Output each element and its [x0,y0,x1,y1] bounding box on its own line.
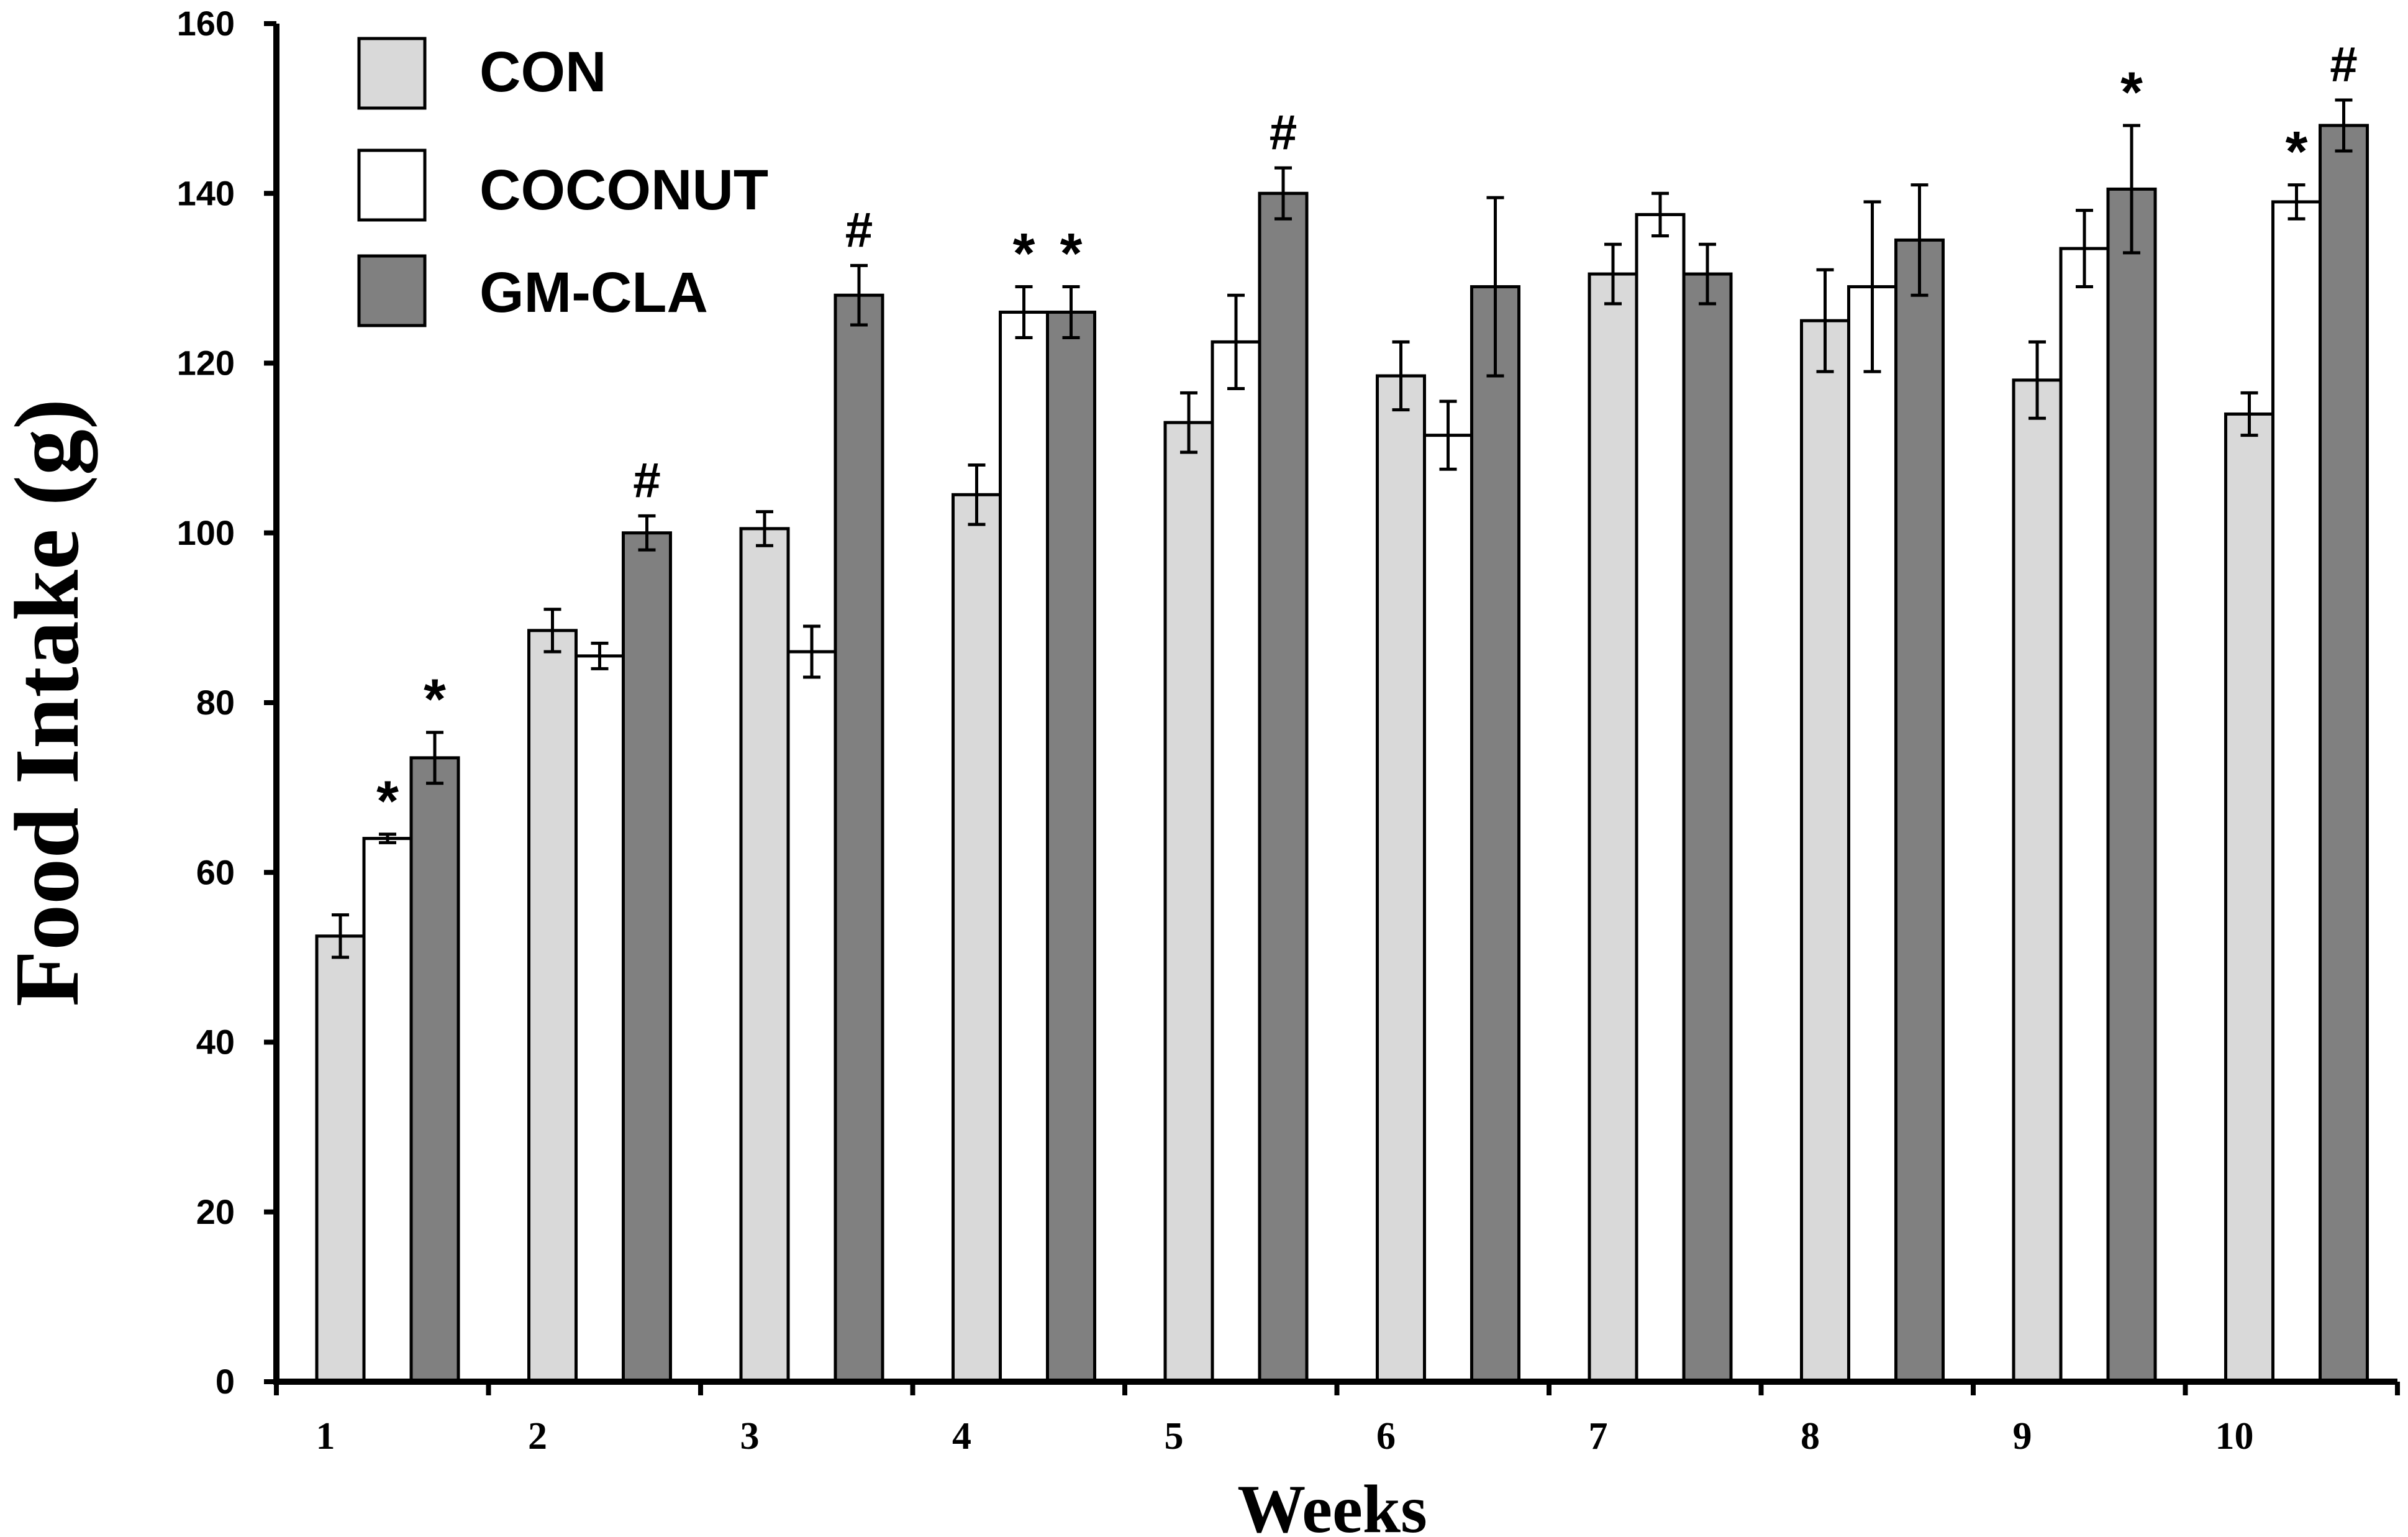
bar-con-week-3 [739,527,790,1384]
x-tick-label-week-1: 1 [316,1415,335,1457]
legend-swatch-gm-cla [357,254,427,327]
x-tick-label-week-6: 6 [1376,1415,1396,1457]
significance-marker-gm-cla-week-4: * [1060,222,1083,286]
bar-coconut-week-7 [1635,212,1686,1384]
legend-label-gm-cla: GM-CLA [479,261,708,324]
bar-con-week-5 [1163,421,1214,1384]
x-tick-label-week-3: 3 [740,1415,760,1457]
significance-marker-gm-cla-week-5: # [1270,104,1297,160]
bar-con-week-10 [2224,412,2274,1384]
x-tick-label-week-8: 8 [1801,1415,1820,1457]
bar-con-week-9 [2012,378,2063,1384]
bar-con-week-1 [315,934,366,1384]
bar-gm-cla-week-3 [834,293,884,1384]
legend: CON COCONUT GM-CLA [357,37,768,327]
y-tick-label-140: 140 [177,173,235,212]
legend-label-coconut: COCONUT [479,158,768,222]
significance-markers: * * # # * * # * * # [376,37,2358,833]
significance-marker-coconut-week-4: * [1013,222,1035,286]
bar-gm-cla-week-10 [2319,124,2369,1384]
y-tick-label-80: 80 [196,683,235,722]
x-tick-label-week-7: 7 [1589,1415,1608,1457]
bar-coconut-week-3 [786,650,837,1384]
y-tick-label-100: 100 [177,513,235,552]
x-tick-label-week-9: 9 [2013,1415,2032,1457]
x-axis-title: Weeks [1237,1471,1427,1537]
y-tick-label-40: 40 [196,1023,235,1062]
bar-coconut-week-4 [999,311,1049,1384]
significance-marker-gm-cla-week-10: # [2330,37,2358,92]
bar-gm-cla-week-2 [622,531,672,1384]
y-tick-label-60: 60 [196,852,235,892]
significance-marker-coconut-week-10: * [2286,121,2308,184]
bar-gm-cla-week-7 [1682,272,1733,1384]
significance-marker-coconut-week-1: * [376,770,399,833]
bar-coconut-week-8 [1847,285,1897,1384]
bar-gm-cla-week-9 [2106,187,2157,1384]
y-axis-title: Food Intake (g) [0,399,98,1006]
error-bars [332,98,2353,959]
bar-gm-cla-week-1 [409,756,460,1384]
bar-coconut-week-6 [1423,434,1473,1384]
x-tick-label-week-5: 5 [1165,1415,1184,1457]
y-tick-label-120: 120 [177,344,235,383]
x-ticks: 1 2 3 4 5 6 7 8 9 10 [274,1382,2400,1457]
bar-coconut-week-10 [2271,200,2322,1384]
y-tick-label-20: 20 [196,1192,235,1231]
bar-con-week-8 [1800,319,1850,1384]
x-tick-label-week-2: 2 [528,1415,547,1457]
legend-label-con: CON [479,40,606,104]
bar-coconut-week-1 [362,837,413,1384]
bar-con-week-6 [1376,374,1426,1384]
legend-swatch-coconut [357,148,427,222]
y-tick-label-160: 160 [177,4,235,43]
bar-gm-cla-week-5 [1258,191,1309,1384]
bar-gm-cla-week-8 [1894,238,1945,1384]
bar-coconut-week-5 [1211,340,1261,1384]
bar-con-week-7 [1588,272,1638,1384]
significance-marker-gm-cla-week-9: * [2120,61,2143,124]
significance-marker-gm-cla-week-3: # [845,202,873,257]
significance-marker-gm-cla-week-2: # [633,452,661,508]
bar-coconut-week-9 [2059,247,2110,1384]
bar-gm-cla-week-6 [1470,285,1520,1384]
y-tick-label-0: 0 [216,1362,235,1401]
bar-coconut-week-2 [575,654,625,1384]
bar-gm-cla-week-4 [1046,311,1096,1384]
bar-con-week-2 [527,629,578,1384]
bar-con-week-4 [952,493,1002,1384]
legend-swatch-con [357,37,427,110]
y-ticks: 0 20 40 60 80 100 120 140 160 [177,4,276,1401]
x-tick-label-week-10: 10 [2215,1415,2254,1457]
significance-marker-gm-cla-week-1: * [424,668,446,731]
x-tick-label-week-4: 4 [952,1415,971,1457]
bars [315,124,2369,1384]
